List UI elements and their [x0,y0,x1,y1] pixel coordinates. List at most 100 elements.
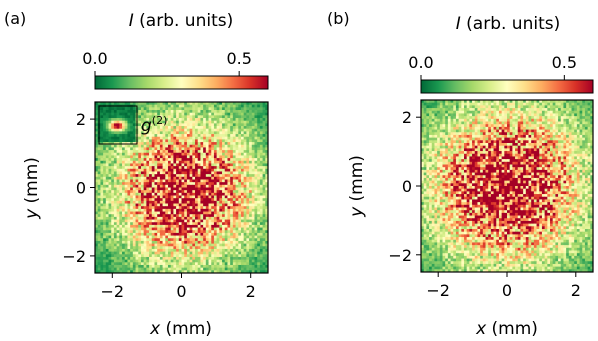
panel-a-heatmap-cell [200,179,204,183]
panel-a-heatmap-cell [151,142,155,146]
panel-a-heatmap-cell [176,104,180,108]
panel-a-heatmap-cell [119,235,123,239]
panel-a-heatmap-cell [140,267,145,271]
panel-a-heatmap-cell [222,136,226,140]
panel-a-heatmap-cell [224,155,228,159]
panel-b-heatmap-cell [574,116,578,120]
panel-a-heatmap-cell [151,147,155,151]
panel-b-colorbar [420,79,594,94]
panel-b-heatmap-cell [466,118,470,122]
panel-a-heatmap-cell [216,176,220,180]
panel-a-heatmap-cell [238,147,242,151]
panel-b-heatmap-cell [531,121,535,125]
panel-a-heatmap-cell [176,200,180,204]
panel-a-heatmap-cell [127,102,131,106]
panel-a-heatmap-cell [170,176,174,180]
panel-a-heatmap-cell [100,168,104,172]
panel-b-heatmap-cell [587,116,591,120]
panel-b-heatmap-cell [528,116,532,120]
panel-a-heatmap-cell [254,150,258,154]
panel-a-heatmap-cell [227,224,231,228]
panel-b-heatmap-cell [431,126,435,130]
panel-a-heatmap-cell [143,246,147,250]
panel-a-heatmap-cell [100,192,104,196]
panel-b-colorbar-label: I (arb. units) [456,14,560,34]
panel-a-heatmap-cell [135,171,139,175]
panel-a-heatmap-cell [113,216,118,220]
panel-a-heatmap-cell [122,139,126,143]
panel-a-heatmap-cell [132,235,136,239]
panel-a-heatmap-cell [95,224,99,228]
panel-a-heatmap-cell [135,147,139,151]
panel-a-heatmap-cell [254,216,258,220]
panel-a-heatmap-cell [184,158,188,162]
panel-a-heatmap-cell [257,155,261,159]
panel-b-heatmap-cell [507,110,511,114]
panel-a-heatmap-cell [227,102,231,106]
panel-a-heatmap-cell [170,131,174,135]
panel-b-heatmap-cell [437,134,441,139]
panel-a-heatmap-cell [222,190,226,194]
panel-a-heatmap-cell [124,195,128,199]
panel-a-heatmap-cell [216,195,220,199]
panel-a-heatmap-cell [97,227,101,231]
panel-a-heatmap-cell [105,155,109,159]
panel-a-heatmap-cell [162,206,166,210]
panel-a-heatmap-cell [184,128,188,132]
panel-a-heatmap-cell [95,112,99,116]
panel-b-heatmap-cell [455,132,460,136]
panel-b-heatmap-cell [525,124,529,128]
panel-a-heatmap-cell [192,227,196,231]
panel-a-heatmap-cell [100,115,104,119]
panel-b-heatmap-cell [582,105,586,109]
panel-a-heatmap-cell [192,222,196,226]
panel-a-heatmap-cell [262,182,266,186]
panel-a-heatmap-cell [124,198,128,202]
panel-b-heatmap-cell [536,108,540,112]
panel-b-heatmap-cell [520,116,524,120]
panel-b-heatmap-cell [496,100,500,104]
panel-a-heatmap-cell [211,134,215,138]
panel-a-heatmap-cell [235,238,239,242]
panel-a-heatmap-cell [95,195,99,199]
panel-a-heatmap-cell [205,131,209,135]
panel-a-heatmap-cell [181,222,185,226]
panel-a-heatmap-cell [130,184,134,188]
panel-a-heatmap-cell [113,168,118,172]
panel-a-heatmap-cell [216,112,220,116]
panel-a-heatmap-cell [140,190,145,194]
panel-a-heatmap-cell [235,118,239,122]
panel-a-heatmap-cell [122,219,126,223]
panel-b-heatmap-cell [504,108,508,112]
panel-a-heatmap-cell [208,232,212,236]
panel-a-ytick-label: 2 [76,110,86,129]
panel-a-heatmap-cell [105,256,109,261]
panel-a-heatmap-cell [165,203,169,207]
panel-b-heatmap-cell [455,105,460,109]
panel-a-heatmap-cell [205,270,209,274]
panel-a-heatmap-cell [95,163,99,167]
panel-a-heatmap-cell [238,254,242,258]
panel-a-heatmap-cell [113,152,118,156]
panel-a-heatmap-cell [235,179,239,183]
panel-a-heatmap-cell [100,147,104,151]
panel-a-heatmap-cell [243,104,247,108]
panel-a-heatmap-cell [195,192,199,196]
panel-a-heatmap-cell [232,163,236,167]
panel-a-heatmap-cell [246,184,250,188]
panel-a-heatmap-cell [151,168,155,172]
panel-b-heatmap-cell [488,113,492,117]
panel-b-heatmap-cell [453,124,457,128]
panel-a-heatmap-cell [230,155,234,159]
panel-a-heatmap-cell [113,112,118,116]
panel-a-heatmap-cell [224,216,228,220]
panel-b-colorbar-tick-label: 0.5 [552,53,577,72]
panel-b-heatmap-cell [421,102,425,106]
panel-a-heatmap-cell [205,163,209,167]
panel-a-heatmap-cell [119,150,123,154]
panel-a-heatmap-cell [178,118,182,122]
panel-a-heatmap [95,102,269,274]
panel-a-heatmap-cell [167,251,172,255]
panel-a-heatmap-cell [265,163,269,167]
panel-a-heatmap-cell [130,270,134,274]
